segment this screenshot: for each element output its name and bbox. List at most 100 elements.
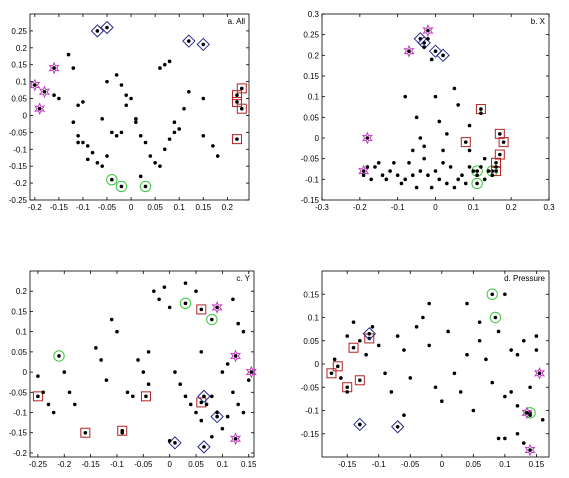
y-tick-label-a: -0.15: [9, 162, 28, 171]
y-tick-label-d: 0.15: [303, 290, 319, 299]
data-point-d: [446, 329, 450, 334]
data-point-b: [479, 111, 483, 115]
star-marker-c: [229, 432, 242, 446]
star-marker-a: [48, 61, 60, 75]
data-point-b: [414, 185, 419, 190]
diamond-marker-b: [428, 44, 443, 58]
data-point-a: [167, 59, 172, 64]
marked-point-a: [33, 83, 37, 87]
data-point-c: [178, 382, 183, 387]
data-point-d: [345, 390, 350, 394]
data-point-b: [494, 165, 498, 169]
x-tick-label-c: -0.15: [81, 460, 100, 469]
data-point-b: [437, 119, 442, 124]
data-point-b: [437, 177, 442, 182]
data-point-a: [187, 89, 191, 94]
marked-point-c: [215, 305, 219, 310]
marked-point-d: [358, 422, 362, 427]
star-marker-d: [533, 366, 546, 380]
data-point-b: [429, 57, 434, 62]
marked-point-c: [183, 301, 188, 306]
data-point-c: [99, 358, 103, 362]
data-point-a: [201, 96, 206, 101]
data-point-d: [477, 338, 482, 343]
marked-point-b: [498, 152, 502, 157]
square-marker-b: [494, 149, 505, 160]
y-tick-label-a: 0.25: [11, 27, 27, 36]
marked-point-c: [57, 354, 61, 358]
square-marker-a: [236, 103, 247, 114]
data-point-a: [172, 120, 177, 125]
star-marker-b: [422, 24, 434, 37]
data-point-b: [456, 103, 461, 107]
data-point-c: [210, 394, 214, 399]
marked-point-d: [493, 315, 498, 320]
x-tick-label-a: -0.1: [76, 203, 90, 212]
data-point-b: [373, 165, 377, 169]
data-point-b: [452, 185, 457, 190]
marked-point-a: [201, 42, 206, 47]
data-point-d: [540, 418, 545, 422]
data-point-d: [351, 320, 356, 324]
data-point-a: [143, 140, 148, 145]
x-tick-label-a: -0.15: [50, 203, 69, 212]
y-tick-label-a: -0.1: [13, 145, 27, 154]
x-tick-label-b: 0.1: [468, 203, 480, 212]
data-point-b: [467, 148, 472, 153]
marked-point-a: [143, 184, 148, 189]
circle-marker-c: [179, 297, 192, 310]
y-tick-label-c: 0.15: [11, 307, 27, 316]
data-point-d: [521, 338, 526, 343]
y-tick-label-b: -0.05: [301, 155, 320, 164]
data-point-b: [365, 165, 370, 169]
data-point-b: [429, 185, 434, 190]
marked-point-a: [235, 93, 239, 97]
data-point-a: [158, 164, 162, 168]
data-point-d: [440, 399, 444, 404]
y-tick-label-b: 0: [315, 134, 320, 143]
y-tick-label-b: 0.2: [308, 51, 320, 60]
data-point-b: [479, 165, 483, 169]
data-point-a: [172, 130, 177, 135]
data-point-c: [231, 297, 235, 302]
data-point-a: [76, 140, 80, 145]
square-marker-d: [332, 361, 343, 372]
data-point-c: [204, 402, 209, 407]
data-point-c: [241, 329, 246, 334]
marked-point-b: [463, 140, 468, 144]
data-point-d: [471, 408, 476, 413]
data-point-b: [460, 173, 464, 177]
marked-point-d: [358, 378, 362, 383]
square-marker-a: [231, 134, 242, 145]
square-marker-c: [80, 427, 91, 438]
panel-title-b: b. X: [531, 17, 546, 26]
x-tick-label-c: 0.05: [188, 460, 204, 469]
star-marker-b: [361, 131, 373, 145]
marked-point-a: [239, 86, 244, 91]
marked-point-b: [501, 140, 506, 144]
y-tick-label-a: 0: [23, 111, 28, 120]
data-point-a: [52, 93, 56, 97]
y-tick-label-d: 0.05: [303, 337, 319, 346]
data-point-a: [124, 93, 129, 97]
data-point-a: [76, 133, 80, 138]
diamond-marker-d: [353, 417, 367, 432]
data-point-d: [389, 390, 394, 394]
y-tick-label-b: 0.1: [308, 93, 320, 102]
diamond-marker-c: [197, 389, 211, 404]
y-tick-label-d: -0.15: [301, 430, 320, 439]
data-point-d: [528, 385, 532, 390]
data-point-c: [146, 350, 151, 354]
marked-point-c: [202, 394, 206, 399]
marked-point-d: [395, 424, 400, 429]
marked-point-d: [335, 364, 340, 369]
x-tick-label-d: 0.15: [529, 460, 545, 469]
data-point-c: [152, 289, 156, 294]
x-tick-label-d: -0.1: [372, 460, 386, 469]
data-point-a: [162, 147, 167, 152]
data-point-b: [452, 86, 457, 91]
data-point-c: [183, 394, 188, 399]
data-point-a: [158, 66, 162, 70]
plot-frame-a: [29, 13, 250, 201]
marked-point-b: [365, 136, 370, 140]
